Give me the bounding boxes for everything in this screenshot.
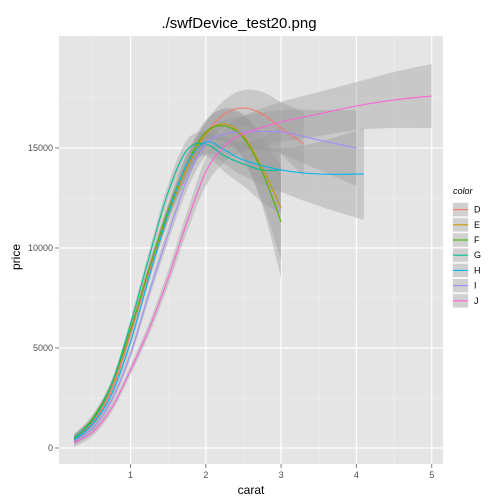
y-tick-label: 5000 (33, 343, 53, 353)
series-line-G (73, 142, 282, 439)
series-line-E (73, 123, 282, 440)
x-tick-label: 5 (429, 470, 434, 480)
y-axis: 0 5000 10000 15000 (28, 143, 59, 453)
legend-label-E: E (474, 220, 480, 230)
y-tick-label: 15000 (28, 143, 53, 153)
legend-label-D: D (474, 205, 481, 215)
confidence-band-E (74, 107, 282, 444)
confidence-band-F (74, 109, 282, 443)
y-axis-title: price (9, 244, 23, 270)
legend-label-H: H (474, 265, 481, 275)
x-tick-label: 3 (279, 470, 284, 480)
legend-label-I: I (474, 281, 477, 291)
plot-panel (59, 36, 443, 464)
x-tick-label: 4 (354, 470, 359, 480)
x-axis: 1 2 3 4 5 (128, 464, 434, 480)
confidence-band-J (74, 64, 432, 447)
series-line-J (73, 95, 432, 444)
grid-minor (59, 36, 443, 464)
series-line-I (73, 130, 357, 442)
legend-title: color (453, 186, 474, 196)
x-axis-title: carat (238, 483, 265, 497)
y-tick-label: 10000 (28, 243, 53, 253)
legend-label-G: G (474, 250, 481, 260)
series-line-H (73, 141, 364, 441)
x-tick-label: 1 (128, 470, 133, 480)
chart-title: ./swfDevice_test20.png (161, 15, 316, 32)
confidence-band-H (74, 128, 364, 444)
y-tick-label: 0 (48, 443, 53, 453)
legend-label-J: J (474, 296, 479, 306)
x-tick-label: 2 (203, 470, 208, 480)
legend-label-F: F (474, 235, 480, 245)
series-lines (73, 95, 432, 444)
confidence-band-G (74, 126, 282, 442)
confidence-band-I (74, 109, 357, 446)
